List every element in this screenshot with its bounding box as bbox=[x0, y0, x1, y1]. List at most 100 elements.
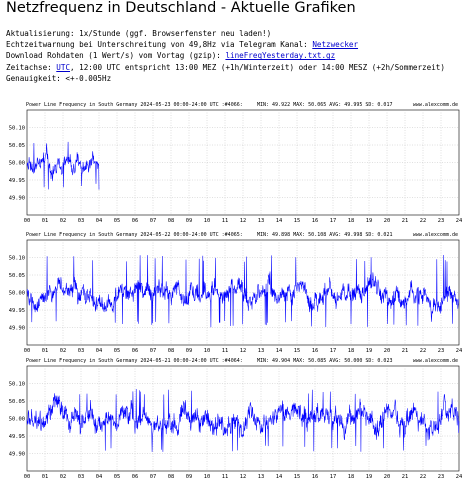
x-tick-label: 09 bbox=[186, 474, 193, 480]
y-tick-label: 50.05 bbox=[9, 399, 25, 405]
x-tick-label: 23 bbox=[438, 348, 445, 354]
frequency-chart-1: Power Line Frequency in South Germany 20… bbox=[0, 98, 470, 224]
time-axis-suffix: , 12:00 UTC entspricht 13:00 MEZ (+1h/Wi… bbox=[70, 62, 445, 72]
chart-site: www.alexcomm.de bbox=[413, 102, 458, 108]
x-tick-label: 23 bbox=[438, 218, 445, 224]
chart-header: Power Line Frequency in South Germany 20… bbox=[26, 102, 243, 108]
x-tick-label: 06 bbox=[132, 348, 139, 354]
x-tick-label: 08 bbox=[168, 474, 175, 480]
x-tick-label: 18 bbox=[348, 218, 355, 224]
y-tick-label: 49.90 bbox=[9, 326, 25, 332]
download-text: Download Rohdaten (1 Wert/s) vom Vortag … bbox=[6, 51, 226, 61]
y-tick-label: 49.90 bbox=[9, 196, 25, 202]
frequency-series-line bbox=[26, 388, 460, 452]
x-tick-label: 05 bbox=[114, 474, 121, 480]
x-tick-label: 10 bbox=[204, 474, 211, 480]
x-tick-label: 19 bbox=[366, 348, 373, 354]
x-tick-label: 16 bbox=[312, 474, 319, 480]
update-info: Aktualisierung: 1x/Stunde (ggf. Browserf… bbox=[6, 29, 272, 38]
x-tick-label: 24 bbox=[456, 218, 463, 224]
y-tick-label: 49.95 bbox=[9, 308, 25, 314]
x-tick-label: 04 bbox=[96, 348, 103, 354]
x-tick-label: 15 bbox=[294, 218, 301, 224]
x-tick-label: 05 bbox=[114, 218, 121, 224]
time-axis-info: Zeitachse: UTC, 12:00 UTC entspricht 13:… bbox=[6, 62, 445, 73]
y-tick-label: 50.05 bbox=[9, 273, 25, 279]
x-tick-label: 08 bbox=[168, 348, 175, 354]
chart-header: Power Line Frequency in South Germany 20… bbox=[26, 358, 243, 364]
x-tick-label: 22 bbox=[420, 348, 427, 354]
x-tick-label: 12 bbox=[240, 474, 247, 480]
x-tick-label: 24 bbox=[456, 348, 463, 354]
info-block: Aktualisierung: 1x/Stunde (ggf. Browserf… bbox=[6, 28, 445, 84]
x-tick-label: 01 bbox=[42, 474, 49, 480]
y-tick-label: 49.95 bbox=[9, 434, 25, 440]
x-tick-label: 16 bbox=[312, 218, 319, 224]
x-tick-label: 15 bbox=[294, 474, 301, 480]
x-tick-label: 14 bbox=[276, 348, 283, 354]
x-tick-label: 03 bbox=[78, 348, 85, 354]
x-tick-label: 24 bbox=[456, 474, 463, 480]
x-tick-label: 20 bbox=[384, 348, 391, 354]
download-link[interactable]: lineFreqYesterday.txt.gz bbox=[225, 51, 336, 61]
x-tick-label: 20 bbox=[384, 474, 391, 480]
x-tick-label: 13 bbox=[258, 218, 265, 224]
x-tick-label: 00 bbox=[24, 218, 31, 224]
x-tick-label: 21 bbox=[402, 474, 409, 480]
y-tick-label: 50.10 bbox=[9, 382, 25, 388]
x-tick-label: 07 bbox=[150, 474, 157, 480]
x-tick-label: 10 bbox=[204, 348, 211, 354]
frequency-chart-2: Power Line Frequency in South Germany 20… bbox=[0, 228, 470, 354]
x-tick-label: 02 bbox=[60, 348, 67, 354]
x-tick-label: 01 bbox=[42, 218, 49, 224]
chart-svg: Power Line Frequency in South Germany 20… bbox=[9, 232, 463, 354]
page-title: Netzfrequenz in Deutschland - Aktuelle G… bbox=[6, 0, 356, 16]
x-tick-label: 20 bbox=[384, 218, 391, 224]
x-tick-label: 07 bbox=[150, 348, 157, 354]
y-tick-label: 49.95 bbox=[9, 178, 25, 184]
x-tick-label: 23 bbox=[438, 474, 445, 480]
chart-site: www.alexcomm.de bbox=[413, 358, 458, 364]
x-tick-label: 02 bbox=[60, 474, 67, 480]
warning-info: Echtzeitwarnung bei Unterschreitung von … bbox=[6, 39, 445, 50]
x-tick-label: 15 bbox=[294, 348, 301, 354]
chart-stats: MIN: 49.904 MAX: 50.085 AVG: 50.000 SD: … bbox=[257, 358, 392, 364]
warning-text: Echtzeitwarnung bei Unterschreitung von … bbox=[6, 40, 313, 50]
download-info: Download Rohdaten (1 Wert/s) vom Vortag … bbox=[6, 50, 445, 61]
x-tick-label: 21 bbox=[402, 348, 409, 354]
chart-site: www.alexcomm.de bbox=[413, 232, 458, 238]
x-tick-label: 18 bbox=[348, 348, 355, 354]
chart-svg: Power Line Frequency in South Germany 20… bbox=[9, 358, 463, 480]
x-tick-label: 01 bbox=[42, 348, 49, 354]
x-tick-label: 18 bbox=[348, 474, 355, 480]
utc-link[interactable]: UTC bbox=[56, 62, 71, 72]
x-tick-label: 02 bbox=[60, 218, 67, 224]
chart-svg: Power Line Frequency in South Germany 20… bbox=[9, 102, 463, 224]
x-tick-label: 10 bbox=[204, 218, 211, 224]
x-tick-label: 11 bbox=[222, 348, 229, 354]
netzwecker-link[interactable]: Netzwecker bbox=[312, 40, 359, 50]
chart-header: Power Line Frequency in South Germany 20… bbox=[26, 232, 243, 238]
x-tick-label: 04 bbox=[96, 218, 103, 224]
y-tick-label: 50.00 bbox=[9, 161, 25, 167]
x-tick-label: 16 bbox=[312, 348, 319, 354]
x-tick-label: 13 bbox=[258, 474, 265, 480]
x-tick-label: 14 bbox=[276, 218, 283, 224]
x-tick-label: 22 bbox=[420, 474, 427, 480]
x-tick-label: 21 bbox=[402, 218, 409, 224]
x-tick-label: 17 bbox=[330, 348, 337, 354]
x-tick-label: 03 bbox=[78, 474, 85, 480]
x-tick-label: 13 bbox=[258, 348, 265, 354]
chart-stats: MIN: 49.922 MAX: 50.065 AVG: 49.995 SD: … bbox=[257, 102, 392, 108]
x-tick-label: 04 bbox=[96, 474, 103, 480]
x-tick-label: 07 bbox=[150, 218, 157, 224]
x-tick-label: 09 bbox=[186, 218, 193, 224]
x-tick-label: 19 bbox=[366, 218, 373, 224]
x-tick-label: 03 bbox=[78, 218, 85, 224]
x-tick-label: 17 bbox=[330, 474, 337, 480]
x-tick-label: 11 bbox=[222, 218, 229, 224]
x-tick-label: 12 bbox=[240, 218, 247, 224]
x-tick-label: 05 bbox=[114, 348, 121, 354]
x-tick-label: 06 bbox=[132, 474, 139, 480]
x-tick-label: 22 bbox=[420, 218, 427, 224]
